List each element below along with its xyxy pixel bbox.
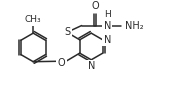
Text: S: S (64, 27, 70, 37)
Text: CH₃: CH₃ (25, 15, 41, 24)
Text: H: H (104, 10, 111, 19)
Text: O: O (91, 1, 99, 11)
Text: O: O (58, 58, 65, 68)
Text: NH₂: NH₂ (125, 21, 144, 30)
Text: N: N (104, 21, 111, 30)
Text: N: N (104, 35, 111, 45)
Text: N: N (88, 61, 95, 71)
